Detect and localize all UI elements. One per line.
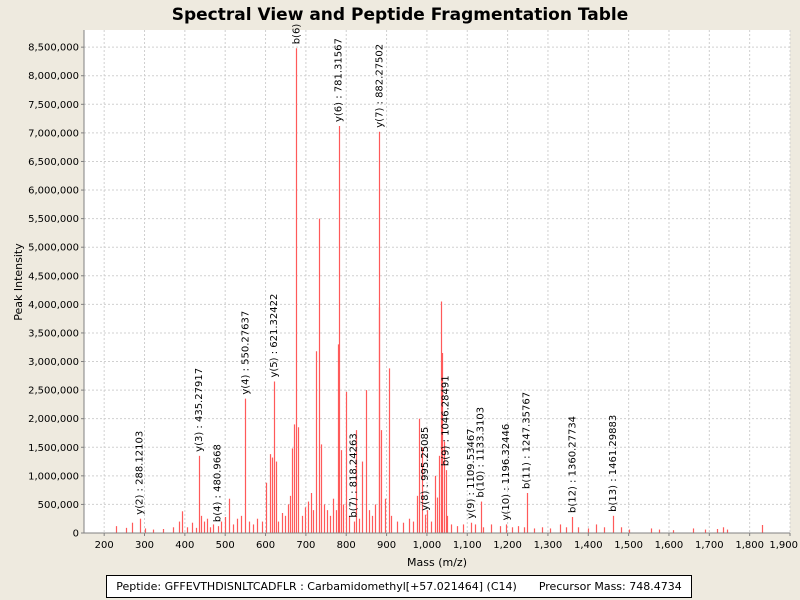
y-axis-label: Peak Intensity	[12, 243, 25, 321]
y-tick-label: 2,000,000	[28, 414, 79, 425]
x-tick-label: 1,200	[493, 540, 522, 551]
y-tick-label: 6,500,000	[28, 157, 79, 168]
peak-label: b(12) : 1360.27734	[567, 416, 578, 513]
y-tick-label: 4,000,000	[28, 300, 79, 311]
peak-label: b(7) : 818.24263	[349, 433, 360, 517]
y-tick-label: 7,500,000	[28, 100, 79, 111]
peak-label: y(9) : 1109.53467	[466, 428, 477, 518]
plot-area	[84, 30, 790, 533]
y-tick-label: 6,000,000	[28, 186, 79, 197]
x-tick-label: 1,600	[655, 540, 684, 551]
peak-label: b(13) : 1461.29883	[608, 415, 619, 512]
peak-label: y(5) : 621.32422	[269, 294, 280, 378]
x-tick-label: 1,800	[735, 540, 764, 551]
x-tick-label: 800	[337, 540, 356, 551]
x-tick-label: 200	[95, 540, 114, 551]
peak-label: y(8) : 995.25085	[420, 427, 431, 511]
peak-bars	[115, 48, 764, 533]
peak-label: y(7) : 882.27502	[374, 44, 385, 128]
y-tick-label: 7,000,000	[28, 128, 79, 139]
x-tick-label: 500	[216, 540, 235, 551]
x-tick-label: 1,900	[769, 540, 798, 551]
y-tick-label: 500,000	[38, 500, 79, 511]
peak-label: b(6)	[291, 24, 302, 45]
x-tick-label: 1,700	[695, 540, 724, 551]
y-tick-label: 0	[73, 529, 79, 540]
peak-label: y(4) : 550.27637	[240, 311, 251, 395]
x-tick-label: 1,500	[614, 540, 643, 551]
y-tick-label: 5,500,000	[28, 214, 79, 225]
y-tick-label: 1,500,000	[28, 443, 79, 454]
y-tick-label: 1,000,000	[28, 471, 79, 482]
peak-label: b(11) : 1247.35767	[522, 392, 533, 489]
x-tick-label: 1,100	[453, 540, 482, 551]
y-tick-label: 3,500,000	[28, 328, 79, 339]
x-tick-label: 900	[377, 540, 396, 551]
peak-label: b(9) : 1046.28491	[441, 375, 452, 466]
y-axis: 0 500,000 1,000,000 1,500,000 2,000,000 2,500…	[28, 30, 85, 540]
peptide-sequence: Peptide: GFFEVTHDISNLTCADFLR : Carbamido…	[116, 580, 517, 593]
spectrum-chart: Spectral View and Peptide Fragmentation …	[12, 5, 798, 569]
x-tick-label: 400	[175, 540, 194, 551]
peak-label: b(10) : 1133.3103	[476, 407, 487, 498]
peak-label: b(4) : 480.9668	[213, 444, 224, 522]
peak-label: y(2) : 288.12103	[135, 431, 146, 515]
x-tick-label: 1,300	[534, 540, 563, 551]
x-tick-label: 300	[135, 540, 154, 551]
y-tick-label: 4,500,000	[28, 271, 79, 282]
y-tick-label: 2,500,000	[28, 386, 79, 397]
x-axis: 200 300 400 500 600 700 800 900 1,000 1,100 1,200 1…	[84, 532, 798, 551]
chart-title: Spectral View and Peptide Fragmentation …	[172, 5, 629, 25]
x-tick-label: 600	[256, 540, 275, 551]
peptide-info-box: Peptide: GFFEVTHDISNLTCADFLR : Carbamido…	[106, 575, 692, 598]
precursor-mass: Precursor Mass: 748.4734	[538, 580, 682, 593]
peak-label: y(6) : 781.31567	[334, 38, 345, 122]
y-tick-label: 3,000,000	[28, 357, 79, 368]
y-tick-label: 8,000,000	[28, 71, 79, 82]
peak-label: y(10) : 1196.32446	[501, 424, 512, 521]
x-tick-label: 1,400	[574, 540, 603, 551]
peak-label: y(3) : 435.27917	[194, 368, 205, 452]
x-axis-label: Mass (m/z)	[407, 556, 467, 569]
peak-annotations: y(2) : 288.12103 y(3) : 435.27917 b(4) : 4…	[135, 24, 619, 522]
y-tick-label: 5,000,000	[28, 243, 79, 254]
y-tick-label: 8,500,000	[28, 43, 79, 54]
x-tick-label: 1,000	[413, 540, 442, 551]
gridlines	[84, 30, 791, 533]
x-tick-label: 700	[296, 540, 315, 551]
